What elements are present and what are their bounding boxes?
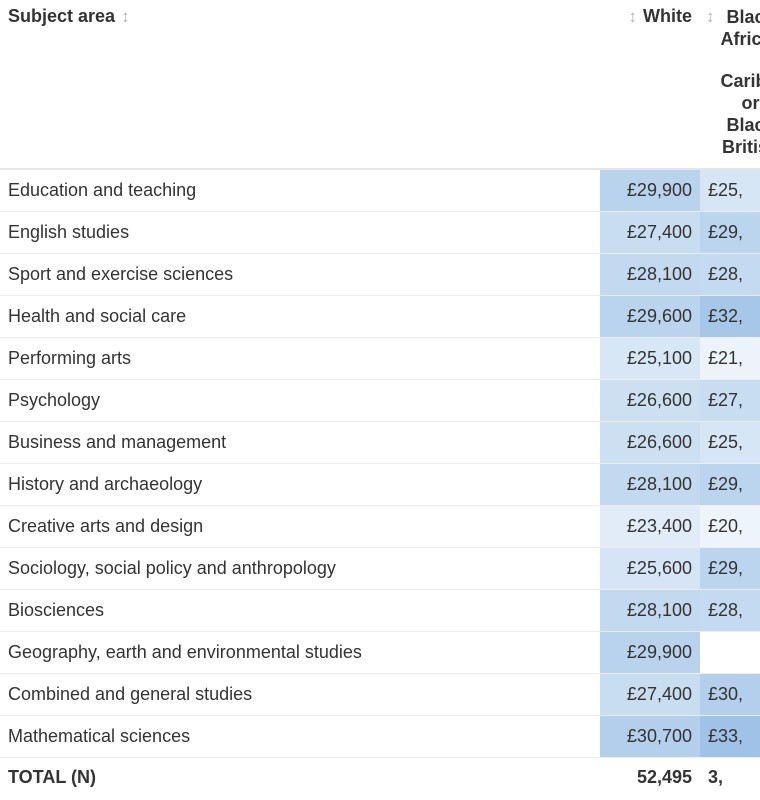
table-row: Business and management £26,600 £25,	[0, 421, 760, 464]
table-row: Psychology £26,600 £27,	[0, 379, 760, 422]
cell-white-salary: £25,600	[600, 547, 700, 590]
cell-black-salary: £29,	[700, 547, 760, 590]
table-row: Mathematical sciences £30,700 £33,	[0, 715, 760, 758]
cell-black-salary: £29,	[700, 463, 760, 506]
column-header-black-label: Black African Caribbean or Black British	[721, 6, 760, 158]
header-line: African	[720, 29, 760, 49]
cell-black-salary: £32,	[700, 295, 760, 338]
cell-white-salary: £29,900	[600, 169, 700, 212]
cell-subject: Performing arts	[0, 337, 600, 380]
cell-black-salary: £20,	[700, 505, 760, 548]
cell-black-salary: £28,	[700, 253, 760, 296]
column-header-white[interactable]: ↕ White	[600, 0, 700, 170]
total-black: 3,	[708, 766, 724, 787]
table-row: English studies £27,400 £29,	[0, 211, 760, 254]
column-header-subject-label: Subject area	[8, 6, 116, 26]
table-row: Education and teaching £29,900 £25,	[0, 169, 760, 212]
sort-arrows-icon[interactable]: ↕	[121, 7, 130, 26]
cell-black-salary: £33,	[700, 715, 760, 758]
cell-black-salary: £29,	[700, 211, 760, 254]
cell-black-salary	[700, 631, 760, 674]
cell-white-salary: £25,100	[600, 337, 700, 380]
table-row: Health and social care £29,600 £32,	[0, 295, 760, 338]
cell-white-salary: £28,100	[600, 463, 700, 506]
cell-white-salary: £27,400	[600, 673, 700, 716]
cell-white-salary: £27,400	[600, 211, 700, 254]
table-row: Creative arts and design £23,400 £20,	[0, 505, 760, 548]
cell-subject: English studies	[0, 211, 600, 254]
cell-subject: Geography, earth and environmental studi…	[0, 631, 600, 674]
header-line: British	[721, 137, 760, 157]
cell-white-salary: £23,400	[600, 505, 700, 548]
column-header-black[interactable]: ↕ Black African Caribbean or Black Briti…	[700, 0, 760, 170]
cell-subject: History and archaeology	[0, 463, 600, 506]
total-label: TOTAL (N)	[8, 766, 96, 787]
cell-black-salary: £25,	[700, 169, 760, 212]
table-row: Combined and general studies £27,400 £30,	[0, 673, 760, 716]
total-row: TOTAL (N) 52,495 3,	[0, 757, 760, 797]
table-row: Sociology, social policy and anthropolog…	[0, 547, 760, 590]
header-line	[721, 50, 760, 70]
cell-subject: Mathematical sciences	[0, 715, 600, 758]
table-body: Education and teaching £29,900 £25, English…	[0, 169, 760, 797]
cell-subject: Health and social care	[0, 295, 600, 338]
column-header-subject[interactable]: Subject area ↕	[0, 0, 600, 170]
header-line: or	[741, 93, 760, 113]
cell-subject: Education and teaching	[0, 169, 600, 212]
header-line: Black	[726, 115, 760, 135]
cell-subject: Sport and exercise sciences	[0, 253, 600, 296]
cell-black-salary: £28,	[700, 589, 760, 632]
cell-white-salary: £29,900	[600, 631, 700, 674]
cell-black-salary: £27,	[700, 379, 760, 422]
cell-white-salary: £26,600	[600, 379, 700, 422]
column-header-white-label: White	[643, 6, 692, 26]
sort-arrows-icon[interactable]: ↕	[628, 7, 638, 26]
cell-white-salary: £28,100	[600, 589, 700, 632]
cell-black-salary: £30,	[700, 673, 760, 716]
table-row: Performing arts £25,100 £21,	[0, 337, 760, 380]
cell-black-salary: £25,	[700, 421, 760, 464]
cell-subject: Psychology	[0, 379, 600, 422]
cell-subject: Combined and general studies	[0, 673, 600, 716]
cell-white-salary: £29,600	[600, 295, 700, 338]
cell-white-salary: £30,700	[600, 715, 700, 758]
cell-subject: Biosciences	[0, 589, 600, 632]
cell-subject: Business and management	[0, 421, 600, 464]
table-row: Geography, earth and environmental studi…	[0, 631, 760, 674]
table-row: Biosciences £28,100 £28,	[0, 589, 760, 632]
cell-subject: Sociology, social policy and anthropolog…	[0, 547, 600, 590]
sort-arrows-icon[interactable]: ↕	[706, 7, 715, 26]
cell-subject: Creative arts and design	[0, 505, 600, 548]
cell-white-salary: £28,100	[600, 253, 700, 296]
cell-white-salary: £26,600	[600, 421, 700, 464]
header-line: Black	[726, 7, 760, 27]
table-header: Subject area ↕ ↕ White ↕ Black African Car…	[0, 0, 760, 170]
cell-black-salary: £21,	[700, 337, 760, 380]
table-row: Sport and exercise sciences £28,100 £28,	[0, 253, 760, 296]
table-row: History and archaeology £28,100 £29,	[0, 463, 760, 506]
total-white: 52,495	[636, 766, 692, 787]
header-line: Caribbean	[720, 71, 760, 91]
